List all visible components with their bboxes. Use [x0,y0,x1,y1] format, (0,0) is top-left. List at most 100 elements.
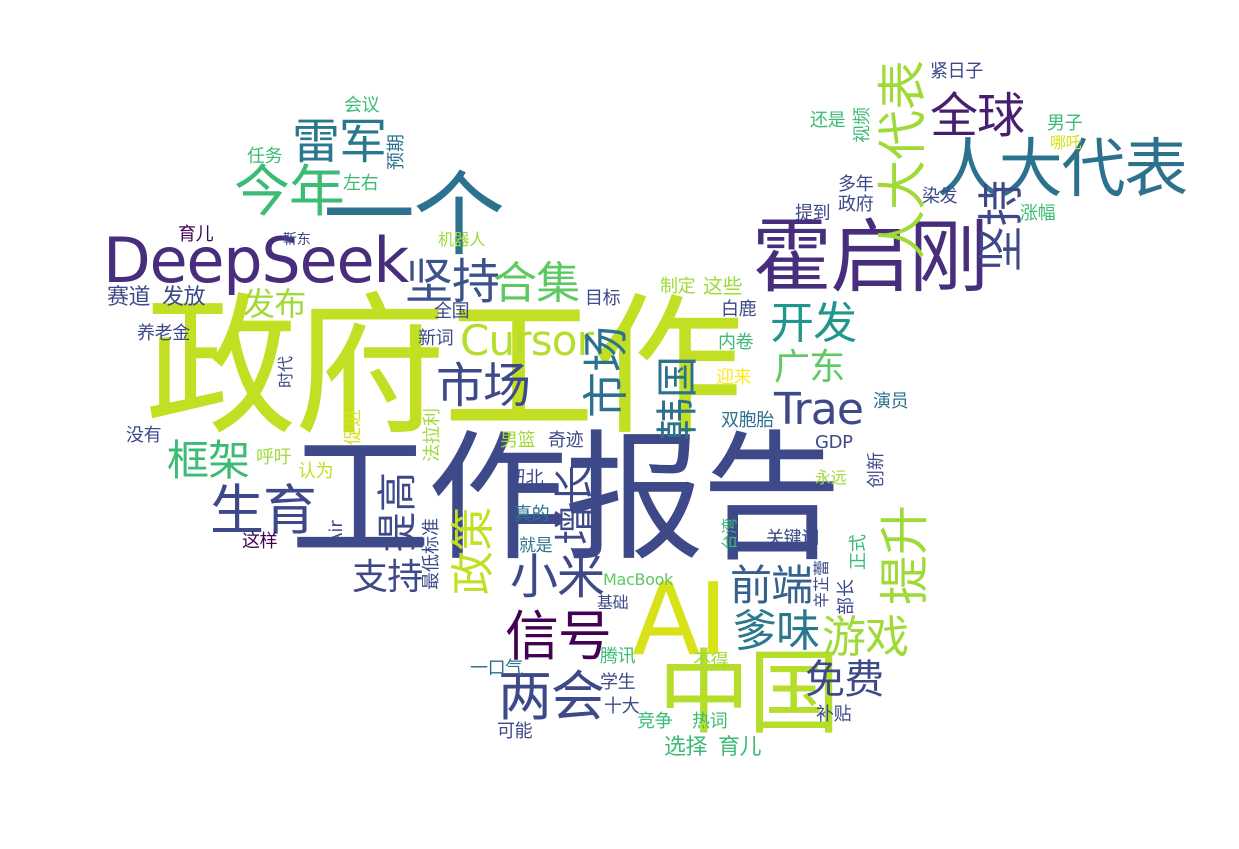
word-leijun: 今年 [234,160,345,225]
word-kaifa: 市场 [436,358,531,414]
word-nanlan: 这样 [242,531,278,552]
word-jindong: 育儿 [178,224,214,245]
word-huiyi: 预期 [386,134,407,170]
word-bailu: 这些 [703,274,743,298]
word-ai: AI [632,561,728,678]
word-yanglaojin: 左右 [343,173,379,194]
word-macbook: 就是 [519,536,553,556]
word-meiyou: 时代 [276,355,295,388]
word-niubei: 奇迹 [548,430,584,451]
word-qianduan: 支持 [352,557,423,598]
word-duonian: 哪吒 [1050,133,1082,152]
word-zengzhang: 提高 [375,472,421,552]
word-xinci: 全国 [434,301,470,322]
word-guanjianci: 正式 [848,534,869,570]
word-zhichi: 信号 [505,605,612,668]
word-zuidibiaozhun: Air [326,520,347,545]
word-saidao: 免费 [805,657,884,703]
word-shidai: 目标 [585,288,621,309]
word-huhan: 促进 [343,409,364,445]
word-shuangbaotai: 迎来 [716,367,752,388]
word-shipin: 还是 [810,110,846,131]
word-zhengce: 增长 [552,465,598,545]
word-renwu: 机器人 [438,230,486,249]
word-tengxun: 基础 [597,593,629,612]
word-qiji: 男篮 [500,430,536,451]
word-hanguo: Trae [774,384,864,435]
word-yikouqi: 腾讯 [600,646,636,667]
word-yuqi: 任务 [247,146,283,167]
word-zhenren: 涨幅 [1020,203,1056,224]
word-buzhang: 辛芷蕾 [812,559,831,608]
word-tigao: 生育 [210,479,317,542]
word-haishi: 部长 [836,579,857,615]
word-neijuan: 白鹿 [721,299,757,320]
word-renda-daibiao: 人大代表 [874,60,932,260]
word-air: 认为 [298,461,334,482]
word-xinhao: 小米 [510,549,605,605]
word-cursor: 发布 [243,285,306,323]
word-shida: 学生 [600,672,636,693]
word-diewei: 前端 [730,561,813,610]
word-cujin: 没有 [126,425,162,446]
word-zheyang: 法拉利 [422,408,443,462]
word-yongyuan: 创新 [866,452,887,488]
word-guangdong: 开发 [770,298,857,349]
word-taiwan: 永远 [815,468,847,487]
word-fabu: 合集 [493,258,580,309]
word-yanyuan: 双胞胎 [721,410,774,431]
word-yige: 一个 [323,162,505,269]
word-fafang: 赛道 [107,285,151,310]
word-zhongguo: 中国 [658,640,840,747]
word-redian: 不得 [693,651,729,672]
word-jinnian: 人大代表 [936,133,1188,207]
word-zhiding: 补贴 [816,704,852,725]
word-zhangfu: 染发 [922,186,958,207]
word-zhexie: 制定 [660,276,696,297]
word-gongzuobaogao: 工作报告 [290,418,842,581]
word-huoqigang: 霍启刚 [752,211,989,304]
word-yinglai: 内卷 [718,332,754,353]
word-mubiao: 新词 [418,328,454,349]
word-kenengneng: 竞争 [637,711,673,732]
word-tidao: 政府 [838,194,874,215]
word-zhengfu: 多年 [838,174,874,195]
word-zhengshi: 台湾 [720,517,739,550]
word-mianfei: 两会 [498,665,605,728]
word-chuangxin: GDP [815,432,853,453]
word-jianchi-final: 坚持 [974,180,1028,272]
word-falali: 最低标准 [421,518,442,590]
word-yuer2: 选择 [664,735,708,760]
word-tisheng: 游戏 [822,612,909,663]
word-youxi: 爹味 [733,606,820,657]
word-jingzheng: 十大 [604,696,640,717]
word-jinrizi: 视频 [852,107,873,143]
word-jiushi: 真的 [514,504,550,525]
word-jichu: MacBook [603,570,673,589]
word-kuangjia: 韩国 [653,355,702,440]
word-gdp: 演员 [873,391,909,412]
word-xuesheng: 一口气 [470,658,523,679]
word-xuanze: 热词 [692,711,728,732]
word-ranfa: 提到 [795,203,831,224]
word-zuoyou: 会议 [344,95,380,116]
word-nanzi: 紧日子 [930,61,983,82]
word-yuer1: 发放 [162,285,206,310]
word-bude: 可能 [497,721,533,742]
word-zhende: 纽北 [508,468,544,489]
word-butie: 育儿 [718,735,762,760]
word-zhengfugongzuo: 政府工作 [145,279,744,456]
word-jiqiren: 靳东 [283,232,311,248]
word-deepseek: DeepSeek [103,224,409,297]
word-lianghui: 提升 [876,505,934,605]
word-nezha: 男子 [1047,113,1083,134]
word-shichang: 市场 [579,326,633,418]
word-xinzhilei: 关键词 [766,528,819,549]
word-trae: 广东 [774,347,845,388]
word-shengyu: 框架 [167,436,250,485]
word-quanqiu: 雷军 [292,114,387,170]
word-renwei: 呼吁 [256,447,292,468]
word-xiaomi: 政策 [448,507,499,595]
word-zhuanye: Cursor [460,316,594,365]
